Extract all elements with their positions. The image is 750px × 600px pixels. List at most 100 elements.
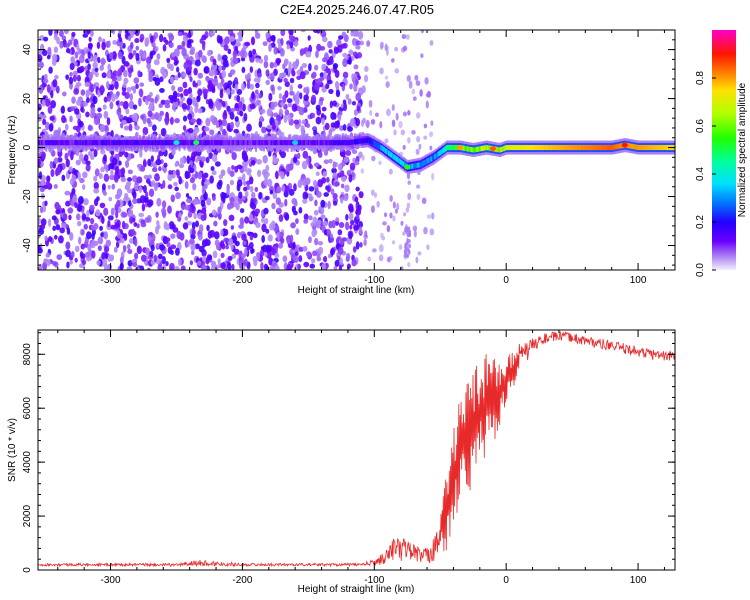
noise-blob: [388, 168, 393, 175]
ridge-core: [475, 147, 478, 153]
noise-blob: [103, 207, 109, 216]
noise-blob: [130, 30, 136, 34]
noise-blob: [195, 157, 199, 163]
noise-blob: [97, 236, 104, 245]
noise-blob: [209, 129, 215, 136]
noise-blob: [74, 108, 80, 115]
noise-blob: [38, 158, 41, 167]
noise-blob: [41, 49, 48, 57]
noise-blob: [287, 102, 292, 108]
noise-blob: [303, 213, 309, 221]
noise-blob: [153, 59, 160, 66]
noise-blob: [107, 63, 111, 71]
ridge-core: [62, 140, 65, 146]
noise-blob: [364, 65, 369, 73]
ridge-core: [188, 140, 192, 146]
ridge-core: [101, 140, 105, 146]
ridge-core: [472, 147, 475, 153]
noise-blob: [170, 233, 176, 239]
ridge-core: [299, 140, 302, 146]
ridge-core: [78, 140, 81, 146]
noise-blob: [290, 222, 296, 229]
noise-blob: [92, 95, 98, 105]
noise-blob: [260, 262, 264, 270]
ridge-core: [634, 144, 637, 150]
noise-blob: [349, 83, 353, 90]
noise-blob: [338, 246, 344, 255]
ridge-core: [246, 140, 250, 146]
ridge-spot: [621, 142, 628, 148]
ridge-core: [97, 140, 101, 146]
noise-blob: [76, 220, 82, 227]
ridge-core: [419, 162, 422, 168]
noise-blob: [366, 41, 370, 48]
noise-blob: [72, 125, 79, 131]
noise-blob: [350, 219, 355, 226]
noise-blob: [327, 253, 332, 259]
noise-blob: [194, 197, 199, 205]
noise-blob: [42, 205, 47, 213]
ridge-core: [428, 157, 432, 163]
ridge-core: [149, 140, 152, 146]
noise-blob: [93, 117, 100, 126]
noise-blob: [406, 246, 409, 251]
noise-blob: [356, 52, 363, 59]
noise-blob: [140, 114, 145, 120]
noise-blob: [249, 66, 254, 73]
noise-blob: [233, 248, 240, 255]
noise-blob: [167, 184, 173, 190]
noise-blob: [277, 42, 282, 51]
noise-blob: [358, 191, 364, 199]
noise-blob: [254, 186, 259, 192]
noise-blob: [393, 129, 397, 136]
noise-blob: [126, 177, 133, 182]
noise-blob: [204, 238, 209, 247]
noise-blob: [326, 176, 330, 183]
noise-blob: [87, 51, 91, 59]
noise-blob: [104, 245, 110, 253]
ridge-core: [629, 143, 632, 149]
noise-blob: [213, 77, 219, 87]
y-tick-label: -40: [22, 238, 33, 253]
noise-blob: [101, 252, 106, 260]
noise-blob: [51, 215, 57, 221]
noise-blob: [334, 259, 340, 267]
noise-blob: [363, 74, 369, 83]
noise-blob: [140, 165, 146, 172]
noise-blob: [133, 222, 138, 227]
noise-blob: [181, 47, 187, 57]
ridge-core: [94, 140, 97, 146]
noise-blob: [45, 252, 51, 258]
ridge-core: [257, 140, 260, 146]
noise-blob: [278, 171, 285, 177]
noise-blob: [348, 231, 353, 240]
ridge-core: [128, 140, 131, 146]
noise-blob: [56, 254, 63, 260]
ridge-core: [245, 140, 248, 146]
noise-blob: [306, 123, 311, 128]
noise-blob: [263, 207, 269, 215]
noise-blob: [321, 117, 325, 125]
noise-blob: [271, 124, 277, 131]
x-tick-label: -100: [364, 275, 384, 286]
noise-blob: [43, 73, 48, 80]
noise-blob: [40, 224, 46, 230]
ridge-core: [477, 146, 480, 152]
noise-blob: [171, 51, 176, 58]
noise-blob: [168, 221, 175, 230]
noise-blob: [406, 75, 411, 82]
ridge-core: [330, 140, 333, 146]
noise-blob: [134, 125, 140, 131]
ridge-core: [367, 137, 370, 143]
ridge-core: [523, 145, 527, 151]
noise-blob: [330, 188, 335, 195]
noise-blob: [287, 113, 291, 122]
ridge-core: [556, 145, 560, 151]
noise-blob: [278, 108, 283, 117]
noise-blob: [44, 98, 51, 107]
noise-blob: [53, 157, 59, 164]
ridge-core: [432, 154, 436, 160]
noise-blob: [159, 88, 165, 94]
noise-blob: [157, 263, 163, 270]
noise-blob: [181, 103, 188, 110]
